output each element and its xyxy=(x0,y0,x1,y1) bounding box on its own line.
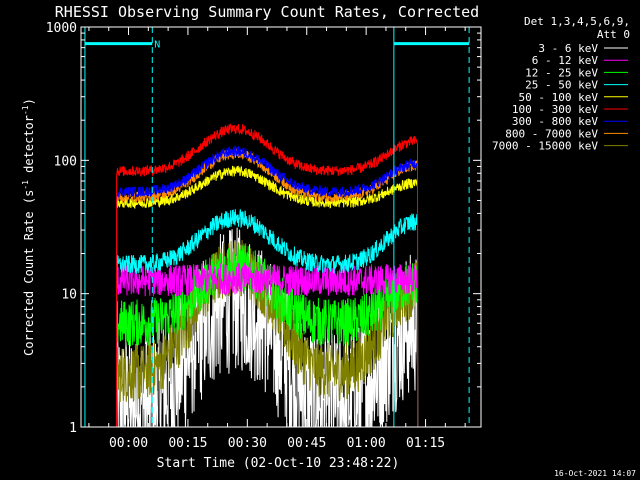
series-line xyxy=(116,208,419,428)
night-flag-label: N xyxy=(154,40,160,51)
x-axis: 00:00 00:15 00:30 00:45 01:00 01:15 xyxy=(88,27,466,451)
legend-entry-label: 7000 - 15000 keV xyxy=(492,140,598,153)
y-axis-label: Corrected Count Rate (s-1 detector-1) xyxy=(21,98,36,356)
chart-title: RHESSI Observing Summary Count Rates, Co… xyxy=(55,3,479,21)
x-tick-label: 00:00 xyxy=(109,436,148,451)
y-tick-label: 1000 xyxy=(46,21,77,36)
series-line xyxy=(116,262,419,428)
legend-entry-label: 50 - 100 keV xyxy=(519,91,599,104)
x-tick-label: 00:15 xyxy=(168,436,207,451)
x-tick-label: 01:15 xyxy=(406,436,445,451)
y-axis: 1 10 100 1000 xyxy=(46,21,481,436)
x-axis-label: Start Time (02-Oct-10 23:48:22) xyxy=(157,456,400,471)
legend-entry-label: 12 - 25 keV xyxy=(525,66,598,79)
y-axis-label-sup-1: -1 xyxy=(21,180,30,190)
legend-entry-label: 25 - 50 keV xyxy=(525,79,598,92)
series-line xyxy=(116,243,419,428)
y-axis-label-end: ) xyxy=(22,98,36,105)
plot-frame xyxy=(80,26,482,428)
x-tick-label: 00:45 xyxy=(287,436,326,451)
legend-header-attenuator: Att 0 xyxy=(597,28,630,41)
y-axis-label-sup-2: -1 xyxy=(21,105,30,115)
y-axis-label-mid: detector xyxy=(22,115,36,180)
y-axis-label-main: Corrected Count Rate (s xyxy=(22,190,36,356)
y-tick-label: 10 xyxy=(61,288,77,303)
y-tick-label: 100 xyxy=(54,154,77,169)
night-markers: N xyxy=(84,27,470,427)
legend-entry-label: 100 - 300 keV xyxy=(512,103,598,116)
series-line xyxy=(116,227,419,428)
legend-entry-label: 6 - 12 keV xyxy=(532,54,599,67)
legend-header-detectors: Det 1,3,4,5,6,9, xyxy=(524,15,630,28)
series-line xyxy=(116,123,419,428)
x-tick-label: 00:30 xyxy=(228,436,267,451)
series-line xyxy=(116,144,419,428)
legend-entry-label: 300 - 800 keV xyxy=(512,115,598,128)
footer-date: 16-Oct-2021 14:07 xyxy=(554,469,636,478)
legend-entry-label: 800 - 7000 keV xyxy=(505,127,598,140)
legend-entry-label: 3 - 6 keV xyxy=(538,42,598,55)
x-tick-label: 01:00 xyxy=(347,436,386,451)
series-layer xyxy=(116,123,419,428)
y-tick-label: 1 xyxy=(69,421,77,436)
